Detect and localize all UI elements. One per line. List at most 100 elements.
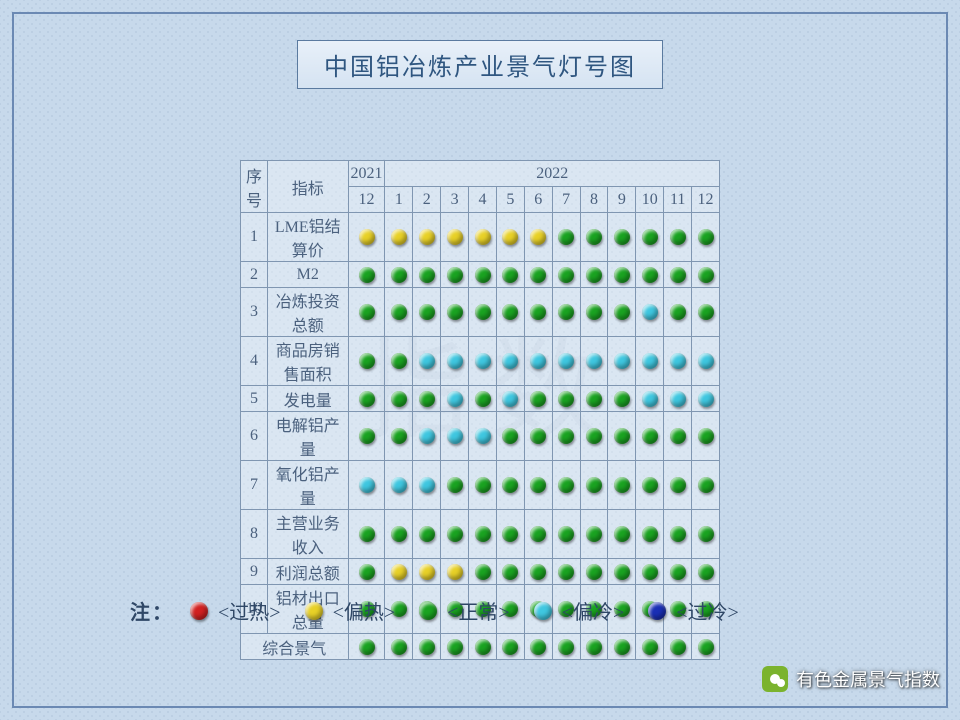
signal-cell <box>580 288 608 337</box>
normal-signal-icon <box>530 477 546 493</box>
normal-signal-icon <box>614 477 630 493</box>
normal-signal-icon <box>502 564 518 580</box>
cold-legend-icon <box>648 602 666 620</box>
signal-cell <box>580 213 608 262</box>
warm-signal-icon <box>359 229 375 245</box>
signal-cell <box>580 386 608 412</box>
signal-cell <box>385 559 413 585</box>
normal-signal-icon <box>359 428 375 444</box>
signal-cell <box>469 262 497 288</box>
normal-signal-icon <box>698 526 714 542</box>
signal-cell <box>469 634 497 660</box>
normal-signal-icon <box>586 267 602 283</box>
normal-signal-icon <box>475 391 491 407</box>
signal-cell <box>469 412 497 461</box>
header-month: 10 <box>636 187 664 213</box>
normal-signal-icon <box>391 267 407 283</box>
signal-cell <box>636 559 664 585</box>
table-row: 7氧化铝产量 <box>241 461 720 510</box>
signal-cell <box>580 559 608 585</box>
signal-cell <box>664 461 692 510</box>
table-row: 1LME铝结算价 <box>241 213 720 262</box>
signal-cell <box>496 559 524 585</box>
row-name: M2 <box>268 262 349 288</box>
normal-signal-icon <box>391 391 407 407</box>
normal-signal-icon <box>642 267 658 283</box>
signal-cell <box>664 634 692 660</box>
legend-label: <正常> <box>447 596 510 625</box>
signal-cell <box>385 510 413 559</box>
warm-signal-icon <box>447 229 463 245</box>
normal-signal-icon <box>558 304 574 320</box>
header-year: 2022 <box>385 161 720 187</box>
signal-cell <box>413 386 441 412</box>
signal-cell <box>496 510 524 559</box>
normal-signal-icon <box>698 639 714 655</box>
cool-signal-icon <box>419 477 435 493</box>
signal-cell <box>496 337 524 386</box>
signal-cell <box>496 461 524 510</box>
normal-signal-icon <box>359 391 375 407</box>
signal-cell <box>413 634 441 660</box>
signal-cell <box>469 510 497 559</box>
signal-cell <box>608 634 636 660</box>
table-row: 综合景气 <box>241 634 720 660</box>
signal-cell <box>664 288 692 337</box>
signal-cell <box>636 461 664 510</box>
signal-cell <box>580 337 608 386</box>
chart-title: 中国铝冶炼产业景气灯号图 <box>297 40 663 89</box>
signal-cell <box>608 510 636 559</box>
normal-signal-icon <box>670 428 686 444</box>
header-year: 2021 <box>348 161 385 187</box>
signal-cell <box>524 559 552 585</box>
cool-signal-icon <box>502 391 518 407</box>
row-seq: 1 <box>241 213 268 262</box>
overheat-legend-icon <box>190 602 208 620</box>
signal-cell <box>636 337 664 386</box>
legend: 注： <过热><偏热><正常><偏冷><过冷> <box>130 596 753 625</box>
normal-signal-icon <box>698 304 714 320</box>
header-month: 3 <box>441 187 469 213</box>
signal-cell <box>413 412 441 461</box>
cool-signal-icon <box>698 353 714 369</box>
normal-signal-icon <box>558 526 574 542</box>
normal-legend-icon <box>419 602 437 620</box>
signal-cell <box>552 386 580 412</box>
cool-signal-icon <box>475 353 491 369</box>
table-row: 2M2 <box>241 262 720 288</box>
signal-table-container: 序号指标2021202212123456789101112 1LME铝结算价2M… <box>240 160 720 660</box>
table-row: 6电解铝产量 <box>241 412 720 461</box>
signal-cell <box>441 412 469 461</box>
signal-cell <box>496 213 524 262</box>
header-month: 12 <box>692 187 720 213</box>
row-name: 发电量 <box>268 386 349 412</box>
normal-signal-icon <box>475 639 491 655</box>
warm-signal-icon <box>391 564 407 580</box>
cool-signal-icon <box>670 391 686 407</box>
cool-signal-icon <box>530 353 546 369</box>
normal-signal-icon <box>614 267 630 283</box>
normal-signal-icon <box>698 267 714 283</box>
normal-signal-icon <box>502 639 518 655</box>
row-seq: 3 <box>241 288 268 337</box>
signal-cell <box>664 213 692 262</box>
signal-cell <box>413 213 441 262</box>
normal-signal-icon <box>558 428 574 444</box>
signal-cell <box>348 262 385 288</box>
normal-signal-icon <box>670 526 686 542</box>
signal-cell <box>385 412 413 461</box>
signal-cell <box>441 510 469 559</box>
normal-signal-icon <box>502 304 518 320</box>
header-month: 9 <box>608 187 636 213</box>
normal-signal-icon <box>419 639 435 655</box>
signal-cell <box>524 461 552 510</box>
signal-cell <box>692 337 720 386</box>
normal-signal-icon <box>614 391 630 407</box>
legend-label: <偏冷> <box>562 596 625 625</box>
table-body: 1LME铝结算价2M23冶炼投资总额4商品房销售面积5发电量6电解铝产量7氧化铝… <box>241 213 720 660</box>
signal-cell <box>441 461 469 510</box>
row-name: LME铝结算价 <box>268 213 349 262</box>
signal-cell <box>348 213 385 262</box>
cool-signal-icon <box>642 391 658 407</box>
signal-cell <box>664 559 692 585</box>
